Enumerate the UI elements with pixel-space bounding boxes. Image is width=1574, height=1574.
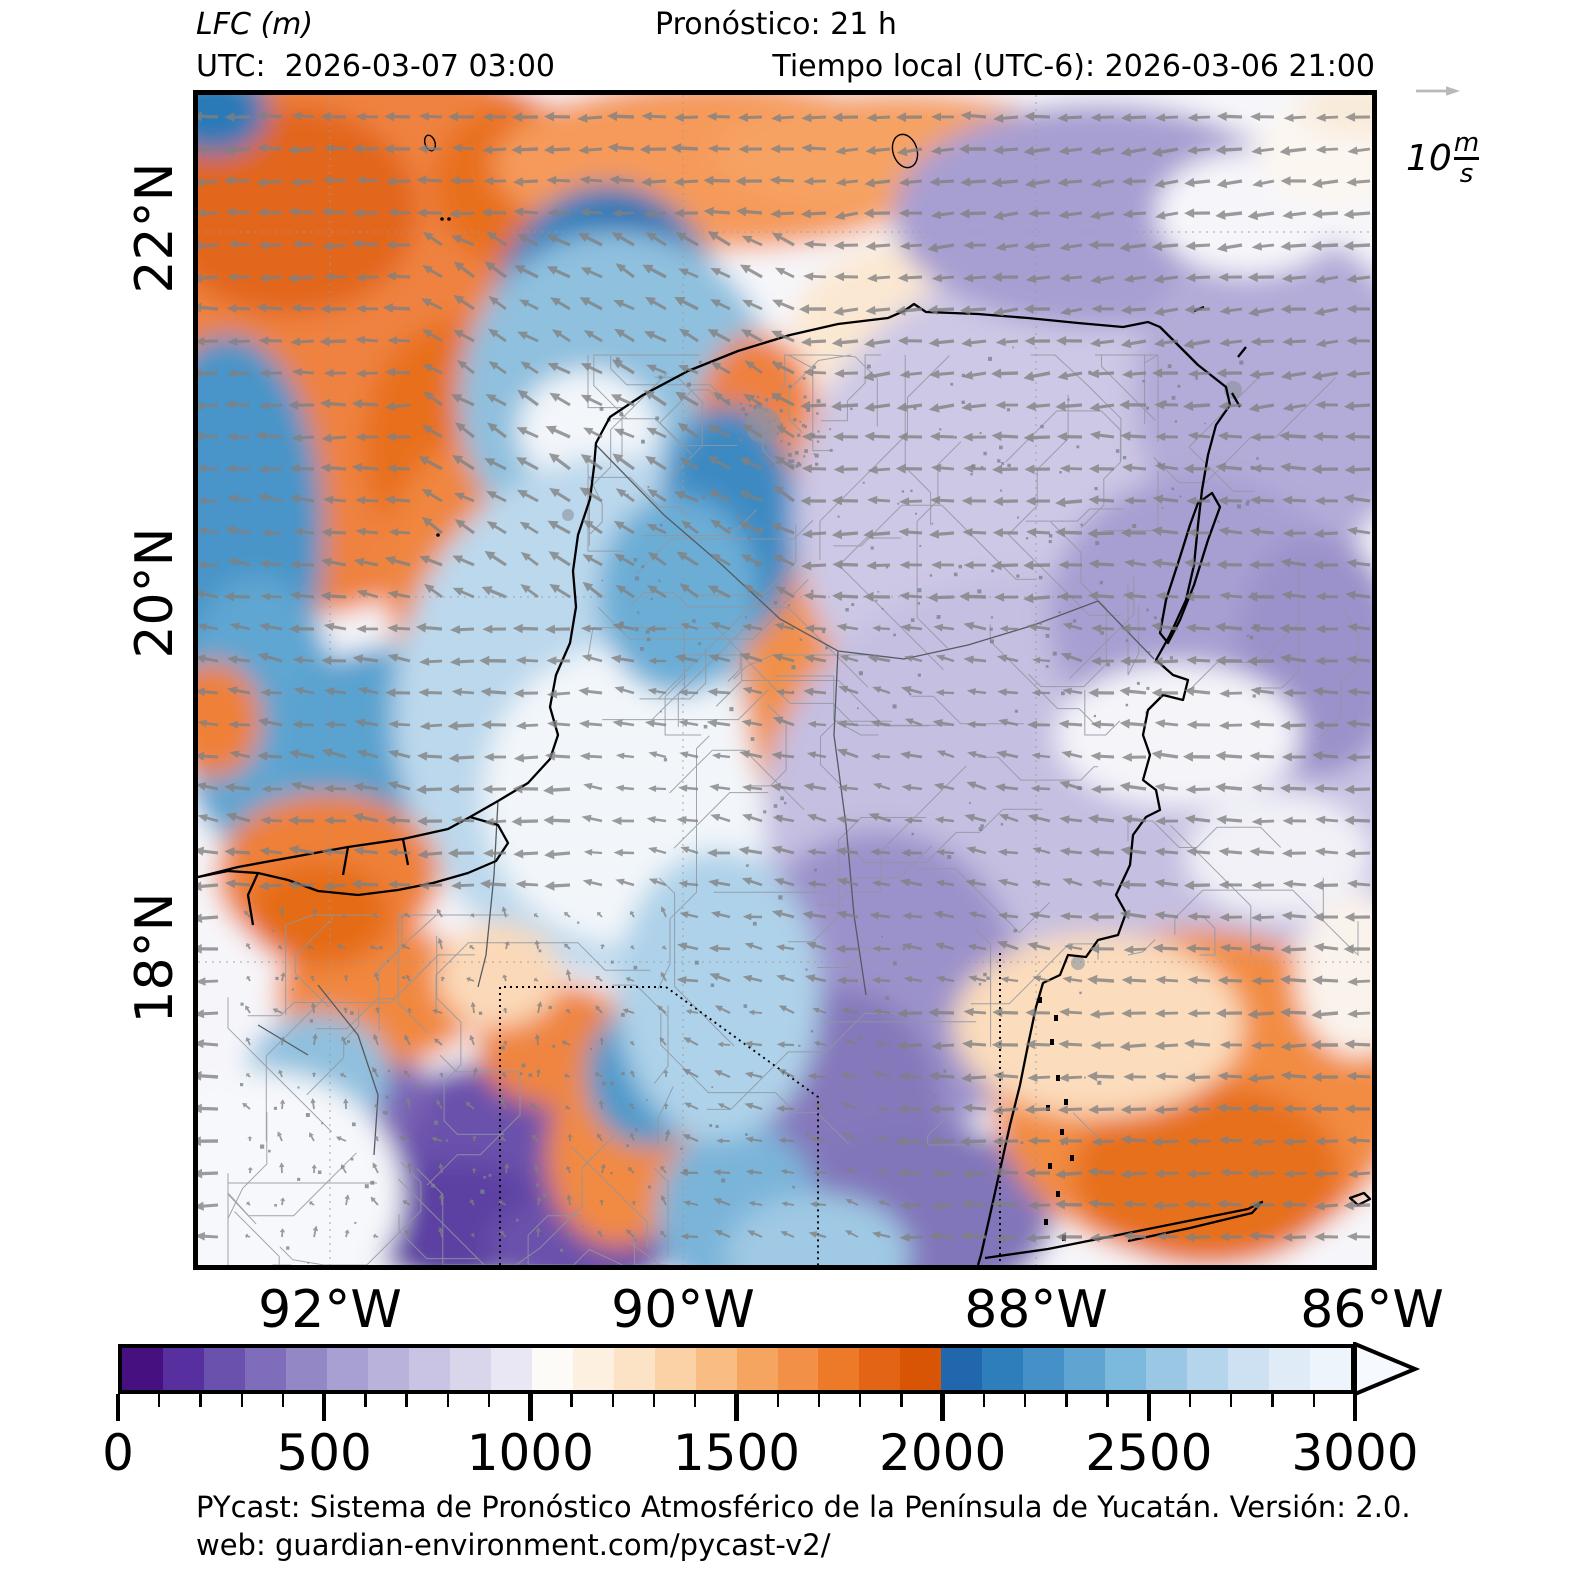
- colorbar-segment-20: [941, 1348, 983, 1390]
- colorbar-segment-19: [900, 1348, 942, 1390]
- colorbar-segment-3: [244, 1348, 286, 1390]
- colorbar-label-500: 500: [276, 1424, 372, 1482]
- colorbar-segment-10: [531, 1348, 573, 1390]
- colorbar-segment-8: [449, 1348, 491, 1390]
- colorbar-label-2000: 2000: [879, 1424, 1007, 1482]
- colorbar-minor-tick-600: [364, 1394, 367, 1407]
- colorbar-segment-9: [490, 1348, 532, 1390]
- colorbar-segment-18: [859, 1348, 901, 1390]
- fraction-bar: [1453, 157, 1480, 160]
- forecast-hour-label: Pronóstico: 21 h: [655, 7, 897, 42]
- lat-tick-label-2: 18°N: [125, 892, 185, 1024]
- colorbar-major-tick-1000: [528, 1394, 533, 1421]
- colorbar-segment-1: [162, 1348, 204, 1390]
- colorbar-segment-2: [203, 1348, 245, 1390]
- colorbar-segment-12: [613, 1348, 655, 1390]
- attribution-line2: web: guardian-environment.com/pycast-v2/: [196, 1528, 831, 1563]
- colorbar-segment-0: [122, 1348, 163, 1390]
- lon-tick-label-3: 86°W: [1300, 1280, 1444, 1340]
- colorbar-minor-tick-1700: [817, 1394, 821, 1407]
- attribution-footer: PYcast: Sistema de Pronóstico Atmosféric…: [196, 1488, 1411, 1565]
- colorbar-minor-tick-800: [446, 1394, 450, 1407]
- utc-time-label: UTC: 2026-03-07 03:00: [196, 49, 555, 84]
- colorbar-minor-tick-1400: [694, 1394, 697, 1407]
- colorbar-segment-22: [1023, 1348, 1065, 1390]
- variable-title: LFC (m): [196, 7, 314, 42]
- lat-tick-label-0: 22°N: [125, 162, 185, 294]
- colorbar-segment-26: [1187, 1348, 1229, 1390]
- colorbar-minor-tick-1900: [900, 1394, 903, 1407]
- colorbar-segment-23: [1064, 1348, 1106, 1390]
- colorbar-minor-tick-2300: [1065, 1394, 1068, 1407]
- colorbar-minor-tick-2100: [982, 1394, 986, 1407]
- map-panel[interactable]: [193, 90, 1377, 1270]
- colorbar-segment-17: [818, 1348, 860, 1390]
- colorbar-minor-tick-700: [405, 1394, 408, 1407]
- settlement-dots: [240, 346, 1259, 1265]
- local-time-label: Tiempo local (UTC-6): 2026-03-06 21:00: [772, 49, 1375, 84]
- colorbar-segment-16: [777, 1348, 819, 1390]
- colorbar-minor-tick-1600: [776, 1394, 779, 1407]
- colorbar: [118, 1344, 1355, 1394]
- colorbar-minor-tick-300: [240, 1394, 243, 1407]
- lon-tick-label-1: 90°W: [611, 1280, 755, 1340]
- colorbar-minor-tick-400: [281, 1394, 285, 1407]
- colorbar-segment-14: [695, 1348, 737, 1390]
- colorbar-segment-13: [654, 1348, 696, 1390]
- colorbar-minor-tick-1800: [859, 1394, 862, 1407]
- state-boundaries: [257, 444, 1155, 1156]
- colorbar-segment-5: [326, 1348, 368, 1390]
- colorbar-segment-24: [1105, 1348, 1147, 1390]
- wind-unit-denominator: s: [1459, 158, 1474, 189]
- colorbar-minor-tick-900: [487, 1394, 491, 1407]
- colorbar-segment-11: [572, 1348, 614, 1390]
- colorbar-minor-tick-2600: [1188, 1394, 1192, 1407]
- colorbar-label-3000: 3000: [1291, 1424, 1419, 1482]
- wind-reference-arrow-icon: [1416, 86, 1460, 96]
- colorbar-segment-7: [408, 1348, 450, 1390]
- colorbar-minor-tick-2700: [1230, 1394, 1233, 1407]
- wind-quiver: [198, 110, 1371, 1243]
- colorbar-label-2500: 2500: [1085, 1424, 1213, 1482]
- lon-tick-label-2: 88°W: [964, 1280, 1108, 1340]
- colorbar-segment-27: [1228, 1348, 1270, 1390]
- colorbar-segment-15: [736, 1348, 778, 1390]
- colorbar-segment-29: [1310, 1348, 1352, 1390]
- colorbar-label-0: 0: [102, 1424, 134, 1482]
- wind-reference-value: 10: [1406, 137, 1452, 179]
- colorbar-minor-tick-1200: [611, 1394, 614, 1407]
- colorbar-major-tick-0: [115, 1394, 121, 1421]
- colorbar-major-tick-2000: [940, 1394, 945, 1421]
- forecast-map: [198, 95, 1372, 1265]
- colorbar-extend-arrow: [1353, 1342, 1421, 1396]
- colorbar-minor-tick-100: [158, 1394, 161, 1407]
- wind-unit-numerator: m: [1453, 128, 1480, 158]
- colorbar-minor-tick-1100: [570, 1394, 573, 1407]
- colorbar-label-1000: 1000: [466, 1424, 594, 1482]
- colorbar-segment-25: [1146, 1348, 1188, 1390]
- graticule: [198, 95, 1372, 1265]
- colorbar-major-tick-3000: [1352, 1394, 1358, 1421]
- lon-tick-label-0: 92°W: [258, 1280, 402, 1340]
- colorbar-major-tick-1500: [734, 1394, 739, 1421]
- colorbar-major-tick-2500: [1146, 1394, 1152, 1421]
- colorbar-segment-6: [367, 1348, 409, 1390]
- colorbar-minor-tick-2800: [1271, 1394, 1274, 1407]
- colorbar-segment-4: [285, 1348, 327, 1390]
- colorbar-minor-tick-2200: [1023, 1394, 1027, 1407]
- lat-tick-label-1: 20°N: [125, 527, 185, 659]
- colorbar-minor-tick-2900: [1312, 1394, 1315, 1407]
- colorbar-major-tick-500: [321, 1394, 327, 1421]
- colorbar-minor-tick-200: [199, 1394, 202, 1407]
- attribution-line1: PYcast: Sistema de Pronóstico Atmosféric…: [196, 1490, 1411, 1524]
- colorbar-minor-tick-1300: [652, 1394, 656, 1407]
- colorbar-label-1500: 1500: [672, 1424, 801, 1482]
- colorbar-segment-21: [982, 1348, 1024, 1390]
- colorbar-minor-tick-2400: [1106, 1394, 1109, 1407]
- colorbar-segment-28: [1269, 1348, 1311, 1390]
- wind-reference-label: 10 m s: [1406, 128, 1480, 189]
